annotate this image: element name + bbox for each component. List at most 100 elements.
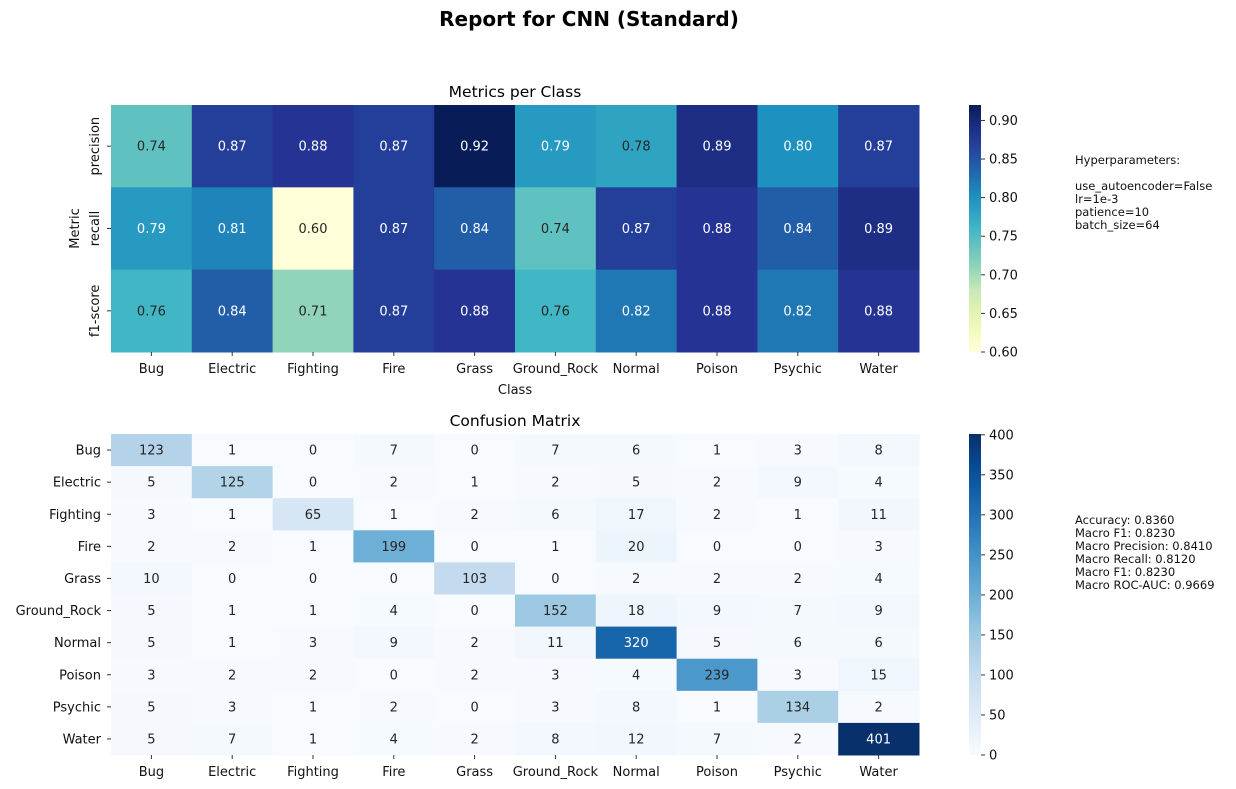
cell-value-label: 0.84 [460,222,489,237]
heatmap-cell [515,269,597,353]
heatmap-cell [353,187,435,271]
heatmap-cell [353,562,435,595]
heatmap-cell [838,562,920,595]
heatmap-cell [272,187,354,271]
cell-value-label: 1 [228,444,236,459]
cell-value-label: 0 [470,604,478,619]
x-tick-label-poison: Poison [696,765,738,780]
cell-value-label: 4 [632,668,640,683]
heatmap-cell [838,434,920,467]
cell-value-label: 1 [470,476,478,491]
heatmap-cell [838,498,920,531]
heatmap-cell [434,105,516,188]
heatmap-cell [595,562,678,595]
cell-value-label: 0 [713,540,721,555]
heatmap-cell [353,466,435,499]
cell-value-label: 9 [390,636,398,651]
heatmap-cell [676,690,758,724]
cell-value-label: 2 [147,540,155,555]
heatmap-cell [838,530,920,563]
cell-value-label: 3 [551,668,559,683]
y-tick-label-psychic: Psychic [53,700,101,715]
cell-value-label: 11 [547,636,564,651]
y-tick-label-recall: recall [88,211,103,246]
y-tick-label-water: Water [63,732,102,747]
colorbar-tick-label: 0.90 [989,114,1018,129]
cell-value-label: 2 [228,540,236,555]
heatmap-cell [434,626,516,660]
cell-value-label: 4 [874,476,882,491]
heatmap-cell [191,269,274,353]
x-tick-label-electric: Electric [208,362,256,377]
cell-value-label: 5 [147,732,155,747]
heatmap-cell [757,562,839,595]
heatmap-cell [515,626,597,660]
cell-value-label: 8 [632,700,640,715]
heatmap-cell [111,187,193,271]
cell-value-label: 11 [870,508,887,523]
colorbar-tick-label: 350 [989,468,1014,483]
cell-value-label: 3 [794,444,802,459]
y-tick-label-precision: precision [88,117,103,176]
heatmap-cell [676,187,758,271]
cell-value-label: 3 [228,700,236,715]
hyperparameter-line: lr=1e-3 [1075,192,1119,206]
hyperparameter-line: use_autoencoder=False [1075,179,1213,193]
y-tick-label-electric: Electric [53,476,101,491]
x-tick-label-psychic: Psychic [774,765,822,780]
cell-value-label: 2 [713,508,721,523]
heatmap-cell [595,594,678,628]
cell-value-label: 20 [628,540,645,555]
heatmap-cell [191,105,274,188]
cell-value-label: 2 [713,572,721,587]
cell-value-label: 0.60 [299,222,328,237]
summary-metric-line: Macro F1: 0.8230 [1075,565,1176,579]
heatmap-cell [111,658,193,692]
heatmap-cell [434,269,516,353]
cell-value-label: 9 [794,476,802,491]
heatmap-cell [272,690,354,724]
heatmap-cell [676,562,758,595]
cell-value-label: 0.88 [703,304,732,319]
heatmap-cell [838,269,920,353]
summary-metric-line: Accuracy: 0.8360 [1075,513,1175,527]
x-tick-label-water: Water [859,362,898,377]
heatmap-cell [434,690,516,724]
y-tick-label-f1-score: f1-score [88,285,103,337]
heatmap-cell [838,722,920,756]
cell-value-label: 0.81 [218,222,247,237]
heatmap-cell [353,658,435,692]
heatmap-cell [353,530,435,563]
cell-value-label: 2 [794,732,802,747]
y-tick-label-fighting: Fighting [49,508,101,523]
heatmap-cell [272,562,354,595]
cell-value-label: 0 [309,476,317,491]
hyperparameter-line: Hyperparameters: [1075,153,1181,167]
heatmap-cell [272,498,354,531]
cell-value-label: 0.88 [864,304,893,319]
cell-value-label: 5 [147,700,155,715]
cell-value-label: 5 [147,636,155,651]
colorbar-tick-label: 200 [989,588,1014,603]
x-tick-label-grass: Grass [456,362,493,377]
heatmap-cell [272,466,354,499]
heatmap-cell [757,187,839,271]
heatmap-cell [434,187,516,271]
colorbar-tick-label: 0.70 [989,268,1018,283]
heatmap-cell [353,498,435,531]
x-tick-label-bug: Bug [139,362,164,377]
heatmap-cell [838,658,920,692]
heatmap-cell [515,530,597,563]
cell-value-label: 65 [305,508,322,523]
cell-value-label: 2 [794,572,802,587]
heatmap-cell [434,722,516,756]
heatmap-cell [434,530,516,563]
cell-value-label: 4 [390,732,398,747]
summary-metric-line: Macro Recall: 0.8120 [1075,552,1196,566]
cell-value-label: 1 [228,604,236,619]
heatmap-cell [191,562,274,595]
heatmap-cell [515,434,597,467]
cell-value-label: 1 [309,700,317,715]
cell-value-label: 1 [794,508,802,523]
